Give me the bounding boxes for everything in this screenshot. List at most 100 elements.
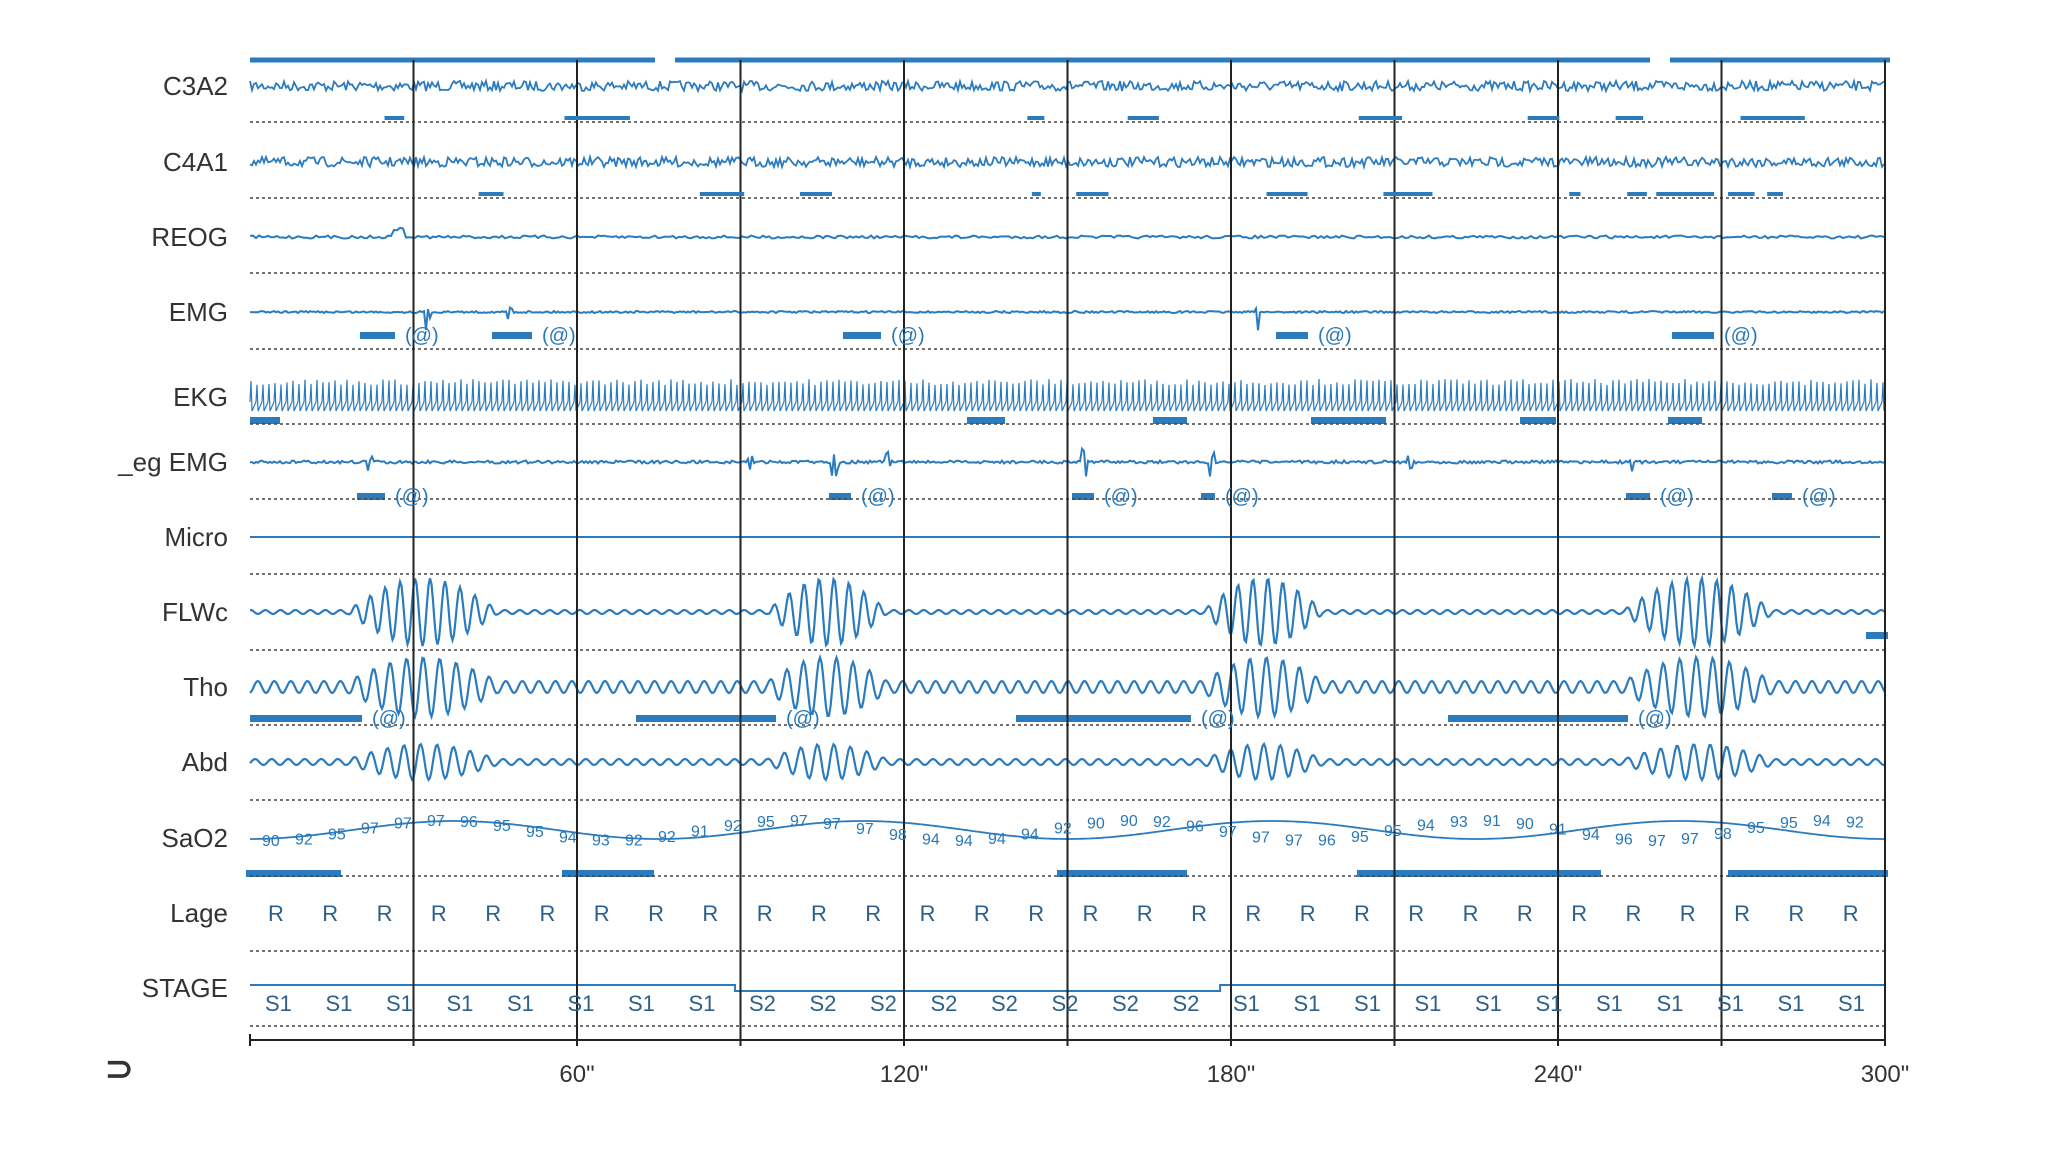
sao2-value: 92 (1054, 820, 1072, 837)
stage-value: S1 (689, 991, 716, 1016)
sao2-value: 90 (262, 833, 280, 850)
stage-value: S2 (1112, 991, 1139, 1016)
event-marker: (@) (1201, 708, 1235, 730)
channel-label-abd: Abd (182, 747, 228, 777)
arousal-tick (1406, 192, 1433, 196)
position-value: R (811, 901, 827, 926)
stage-value: S1 (1415, 991, 1442, 1016)
sao2-value: 91 (691, 824, 709, 841)
sao2-value: 94 (955, 833, 973, 850)
stage-value: S1 (1536, 991, 1563, 1016)
arousal-tick (1767, 192, 1783, 196)
sao2-value: 96 (460, 814, 478, 831)
channel-label-c3a2: C3A2 (163, 71, 228, 101)
stage-value: S1 (1838, 991, 1865, 1016)
stage-value: S1 (447, 991, 474, 1016)
arousal-tick (478, 192, 504, 196)
event-marker: (@) (861, 486, 895, 508)
arousal-tick (595, 116, 619, 120)
event-bar (636, 715, 776, 722)
event-bar (829, 493, 851, 500)
arousal-tick (1686, 192, 1715, 196)
sao2-value: 94 (1417, 818, 1435, 835)
sao2-value: 94 (1582, 827, 1600, 844)
event-bar (1772, 493, 1792, 500)
sao2-value: 96 (1186, 818, 1204, 835)
position-value: R (1680, 901, 1696, 926)
event-bar (1311, 417, 1386, 424)
channel-label-lage: Lage (170, 898, 228, 928)
channel-labels: C3A2 C4A1 REOG EMG EKG _eg EMG Micro FLWc Tho Abd… (117, 71, 228, 1003)
position-value: R (1571, 901, 1587, 926)
sao2-value: 98 (1714, 826, 1732, 843)
x-tick-label: 300" (1861, 1061, 1910, 1088)
event-bar (360, 332, 395, 339)
position-value: R (268, 901, 284, 926)
x-tick-label: 60" (559, 1061, 594, 1088)
event-marker: (@) (1638, 708, 1672, 730)
sao2-value: 92 (658, 829, 676, 846)
sao2-value: 92 (1153, 814, 1171, 831)
stage-value: S1 (1717, 991, 1744, 1016)
sao2-value: 92 (724, 818, 742, 835)
event-bar (1072, 493, 1094, 500)
arousal-tick (1266, 192, 1308, 196)
stage-value: S1 (1233, 991, 1260, 1016)
sao2-value: 97 (394, 816, 412, 833)
event-bar (843, 332, 881, 339)
x-tick-label: 180" (1207, 1061, 1256, 1088)
position-value: R (431, 901, 447, 926)
sao2-value: 97 (823, 816, 841, 833)
sao2-value: 97 (1648, 833, 1666, 850)
stage-value: S2 (870, 991, 897, 1016)
event-marker: (@) (1660, 486, 1694, 508)
position-value: R (377, 901, 393, 926)
arousal-tick (1656, 192, 1698, 196)
stage-value: S1 (1657, 991, 1684, 1016)
position-value: R (1517, 901, 1533, 926)
position-value: R (1028, 901, 1044, 926)
channel-label-c4a1: C4A1 (163, 147, 228, 177)
position-value: R (594, 901, 610, 926)
event-marker: (@) (405, 325, 439, 347)
position-value: R (1843, 901, 1859, 926)
channel-label-sao2: SaO2 (162, 823, 229, 853)
sao2-value: 97 (856, 821, 874, 838)
stage-value: S1 (1294, 991, 1321, 1016)
channel-label-reog: REOG (151, 222, 228, 252)
position-value: R (322, 901, 338, 926)
stage-value: S2 (1173, 991, 1200, 1016)
stage-value: S1 (628, 991, 655, 1016)
arousal-tick (384, 116, 405, 120)
stage-value: S1 (1475, 991, 1502, 1016)
arousal-tick (1627, 192, 1647, 196)
stage-value: S1 (326, 991, 353, 1016)
sao2-value: 92 (625, 833, 643, 850)
stage-value: S2 (931, 991, 958, 1016)
event-bar (1057, 870, 1187, 877)
stage-trace (250, 984, 1885, 992)
sao2-value: 92 (295, 831, 313, 848)
event-bar (1201, 493, 1215, 500)
event-bar (562, 870, 654, 877)
event-bar (1728, 870, 1888, 877)
arousal-tick (1076, 192, 1109, 196)
event-bar (357, 493, 385, 500)
arousal-tick (699, 192, 745, 196)
position-value: R (974, 901, 990, 926)
stage-value: S1 (1596, 991, 1623, 1016)
event-bar (967, 417, 1005, 424)
sao2-value: 97 (1285, 833, 1303, 850)
event-bar (246, 870, 341, 877)
sao2-value: 95 (1384, 823, 1402, 840)
event-bar (1520, 417, 1556, 424)
event-marker: (@) (542, 325, 576, 347)
event-bar (1276, 332, 1308, 339)
event-marker: (@) (1104, 486, 1138, 508)
position-value: R (1191, 901, 1207, 926)
position-value: R (757, 901, 773, 926)
channel-label-stage: STAGE (142, 973, 228, 1003)
event-marker: (@) (372, 708, 406, 730)
epoch-gridlines (412, 60, 1886, 1040)
channel-label-tho: Tho (183, 672, 228, 702)
